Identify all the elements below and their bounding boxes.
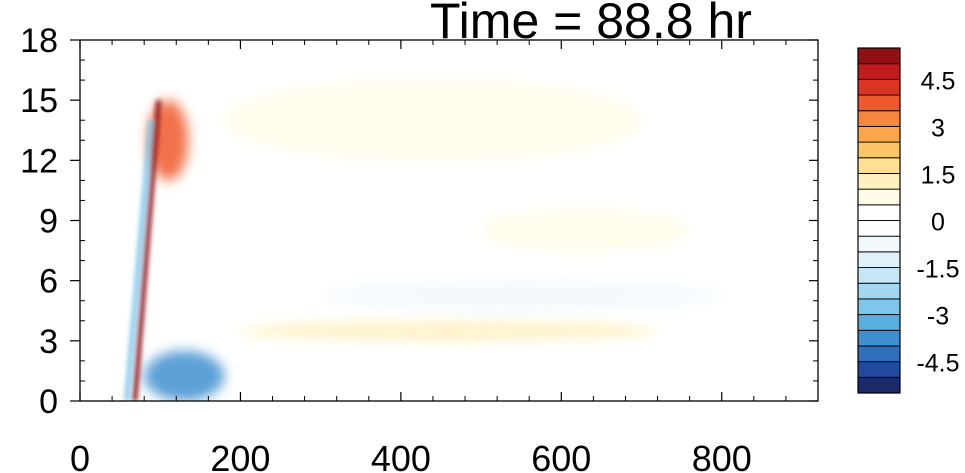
- heatmap-mid-positive-band: [240, 320, 658, 341]
- colorbar-cell: [857, 141, 901, 159]
- colorbar-label: 0: [931, 209, 945, 237]
- colorbar-frame: [857, 47, 901, 394]
- y-tick-label: 0: [39, 383, 58, 421]
- colorbar-cell: [857, 376, 901, 394]
- x-tick-label: 800: [692, 438, 752, 473]
- colorbar-label: -4.5: [916, 350, 959, 378]
- colorbar-cell: [857, 188, 901, 206]
- colorbar-cell: [857, 298, 901, 316]
- x-tick-label: 200: [210, 438, 270, 473]
- x-tick-label: 600: [531, 438, 591, 473]
- colorbar: [857, 47, 901, 394]
- colorbar-label: 3: [931, 114, 945, 142]
- heatmap-diagonal-negative-band: [124, 120, 154, 401]
- colorbar-cell: [857, 267, 901, 284]
- colorbar-label: 4.5: [921, 67, 956, 95]
- y-axis-tick-labels: 0 3 6 9 12 15 18: [20, 22, 58, 421]
- colorbar-label: -3: [927, 303, 949, 331]
- x-tick-label: 400: [371, 438, 431, 473]
- y-tick-label: 9: [39, 203, 58, 241]
- colorbar-cell: [857, 157, 901, 174]
- heatmap-right-positive-band: [481, 210, 690, 251]
- colorbar-cell: [857, 345, 901, 363]
- y-tick-label: 12: [20, 142, 58, 180]
- y-tick-label: 3: [39, 323, 58, 361]
- colorbar-cell: [857, 251, 901, 268]
- colorbar-cell: [857, 47, 901, 65]
- heatmap-field: [124, 80, 722, 401]
- heatmap-mid-negative-band: [320, 280, 722, 311]
- axis-ticks: [70, 39, 818, 402]
- colorbar-cell: [857, 329, 901, 347]
- heatmap-lower-negative-core: [144, 350, 225, 401]
- colorbar-label: 1.5: [921, 161, 956, 189]
- y-tick-label: 18: [20, 22, 58, 60]
- colorbar-cell: [857, 282, 901, 300]
- x-axis-tick-labels: 0 200 400 600 800: [70, 438, 752, 473]
- heatmap-upper-positive-region: [224, 80, 642, 161]
- colorbar-cell: [857, 235, 901, 253]
- colorbar-label: -1.5: [916, 256, 959, 284]
- colorbar-cell: [857, 110, 901, 127]
- y-tick-label: 15: [20, 82, 58, 120]
- colorbar-cell: [857, 220, 901, 237]
- x-tick-label: 0: [70, 438, 90, 473]
- colorbar-cell: [857, 173, 901, 190]
- chart-title: Time = 88.8 hr: [430, 0, 752, 49]
- colorbar-cell: [857, 314, 901, 331]
- colorbar-labels: 4.5 3 1.5 0 -1.5 -3 -4.5: [916, 67, 959, 377]
- colorbar-cell: [857, 78, 901, 96]
- colorbar-cell: [857, 204, 901, 221]
- colorbar-cell: [857, 94, 901, 112]
- y-tick-label: 6: [39, 263, 58, 301]
- heatmap-diagonal-positive-band: [132, 100, 162, 401]
- colorbar-cell: [857, 63, 901, 80]
- colorbar-cell: [857, 125, 901, 143]
- colorbar-cell: [857, 361, 901, 378]
